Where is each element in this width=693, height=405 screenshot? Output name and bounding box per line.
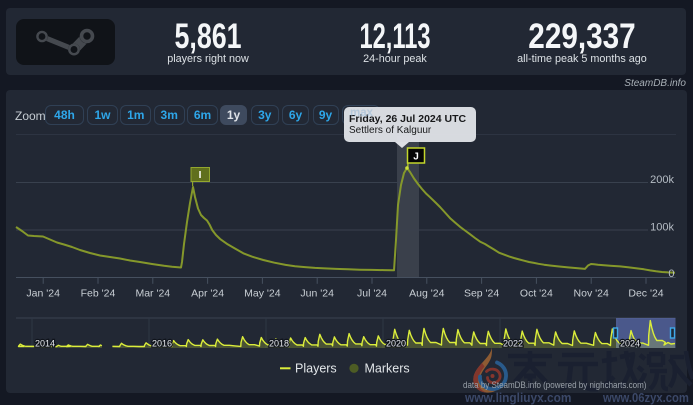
svg-text:2018: 2018 [269,339,289,349]
svg-text:2014: 2014 [35,339,55,349]
svg-text:2016: 2016 [152,339,172,349]
svg-text:Markers: Markers [365,362,410,376]
svg-text:Jun '24: Jun '24 [300,288,334,300]
svg-text:Jan '24: Jan '24 [26,288,60,300]
svg-text:Dec '24: Dec '24 [628,288,663,300]
svg-text:I: I [199,170,202,181]
svg-text:Jul '24: Jul '24 [357,288,387,300]
svg-text:2024: 2024 [620,339,640,349]
svg-text:Aug '24: Aug '24 [409,288,444,300]
svg-text:Sep '24: Sep '24 [464,288,499,300]
svg-text:Apr '24: Apr '24 [191,288,224,300]
svg-text:2022: 2022 [503,339,523,349]
svg-text:Mar '24: Mar '24 [135,288,170,300]
svg-text:J: J [413,152,419,163]
svg-text:Oct '24: Oct '24 [520,288,553,300]
svg-text:2020: 2020 [386,339,406,349]
svg-text:Feb '24: Feb '24 [81,288,116,300]
svg-text:200k: 200k [650,174,674,186]
svg-text:100k: 100k [650,222,674,234]
svg-text:Nov '24: Nov '24 [574,288,609,300]
svg-text:0: 0 [668,268,674,280]
svg-text:Players: Players [295,362,337,376]
svg-text:May '24: May '24 [244,288,281,300]
